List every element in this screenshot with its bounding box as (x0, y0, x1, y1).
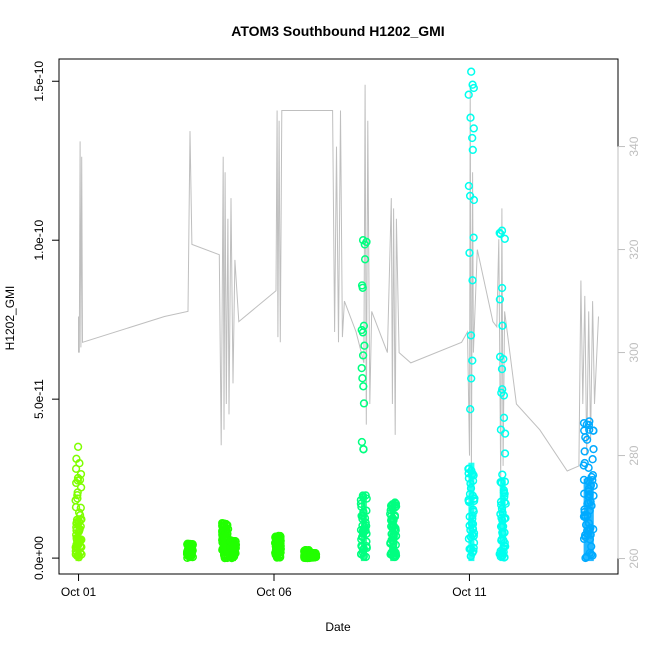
data-point-band (222, 532, 229, 562)
data-point (468, 133, 477, 143)
data-point (584, 420, 594, 430)
data-point-band (310, 553, 317, 562)
data-point (588, 455, 597, 464)
data-point (498, 470, 507, 479)
data-point-band (360, 494, 367, 562)
y-axis: 0.0e+00 5.0e-11 1.0e-10 1.5e-10 (32, 61, 59, 580)
data-point (497, 364, 507, 374)
data-point (499, 391, 509, 400)
data-point (497, 283, 507, 293)
data-point (73, 442, 83, 451)
data-point-band (468, 462, 475, 562)
secondary-series-layer (78, 84, 599, 482)
data-point (584, 463, 593, 472)
x-axis: Oct 01 Oct 06 Oct 11 (61, 573, 487, 599)
y2-tick-label: 340 (627, 136, 641, 156)
data-point (75, 459, 84, 468)
data-point (468, 276, 477, 285)
y-tick-label: 1.5e-10 (32, 61, 46, 102)
data-point (74, 508, 84, 517)
data-point (469, 124, 478, 133)
data-point (466, 113, 475, 122)
data-point (499, 413, 509, 422)
data-point-band (274, 539, 281, 562)
data-point (73, 476, 82, 485)
data-point (467, 374, 476, 383)
data-point (358, 236, 368, 245)
data-point-band (187, 545, 193, 562)
data-point (360, 255, 370, 264)
data-point (466, 331, 476, 340)
data-point (359, 382, 368, 391)
data-point (585, 417, 594, 426)
data-point (468, 145, 477, 155)
points-layer (71, 67, 598, 563)
data-point (359, 399, 369, 408)
data-point (359, 321, 369, 330)
data-point (360, 341, 369, 350)
data-point (467, 67, 476, 76)
data-point (357, 363, 366, 373)
y-tick-label: 5.0e-11 (32, 379, 46, 419)
data-point (495, 352, 505, 361)
data-point (465, 248, 474, 258)
data-point-band (75, 516, 82, 562)
y-tick-label: 1.0e-10 (32, 220, 46, 261)
y2-tick-label: 260 (627, 548, 641, 568)
chart-title: ATOM3 Southbound H1202_GMI (231, 23, 444, 39)
y-axis-label: H1202_GMI (3, 286, 17, 351)
y2-tick-label: 320 (627, 239, 641, 259)
secondary-series-line (78, 84, 599, 482)
x-axis-label: Date (325, 620, 351, 634)
data-point (498, 321, 507, 330)
data-point (358, 351, 368, 360)
data-point (464, 181, 474, 191)
data-point (464, 90, 473, 99)
data-point (495, 228, 504, 238)
data-point (469, 233, 478, 242)
data-point (500, 234, 509, 243)
data-point (589, 444, 598, 454)
data-point (76, 503, 85, 512)
data-point-band (230, 542, 236, 562)
data-point (582, 435, 592, 444)
data-point-band (499, 478, 506, 562)
data-point (466, 405, 475, 414)
data-point-band (390, 520, 397, 562)
data-point (386, 506, 395, 515)
y2-tick-label: 300 (627, 342, 641, 362)
data-point-band (583, 478, 594, 562)
data-point (468, 356, 477, 365)
x-tick-label: Oct 06 (256, 585, 292, 599)
y2-tick-label: 280 (627, 445, 641, 465)
data-point (357, 437, 367, 447)
data-point (76, 469, 86, 479)
data-point (500, 449, 510, 458)
data-point (359, 445, 368, 454)
y-tick-label: 0.0e+00 (32, 536, 46, 580)
data-point (358, 374, 367, 383)
data-point (390, 498, 400, 507)
data-point (468, 80, 477, 89)
data-point (589, 426, 598, 435)
data-point (73, 494, 82, 503)
data-point (469, 195, 479, 205)
x-tick-label: Oct 01 (61, 585, 97, 599)
x-tick-label: Oct 11 (452, 585, 487, 599)
data-point (218, 518, 227, 528)
data-point (496, 425, 506, 434)
data-point (580, 447, 589, 456)
data-point (495, 295, 505, 304)
data-point (497, 226, 507, 235)
y2-axis: 260 280 300 320 340 (617, 136, 641, 569)
data-point (221, 519, 231, 529)
data-point (358, 283, 367, 292)
